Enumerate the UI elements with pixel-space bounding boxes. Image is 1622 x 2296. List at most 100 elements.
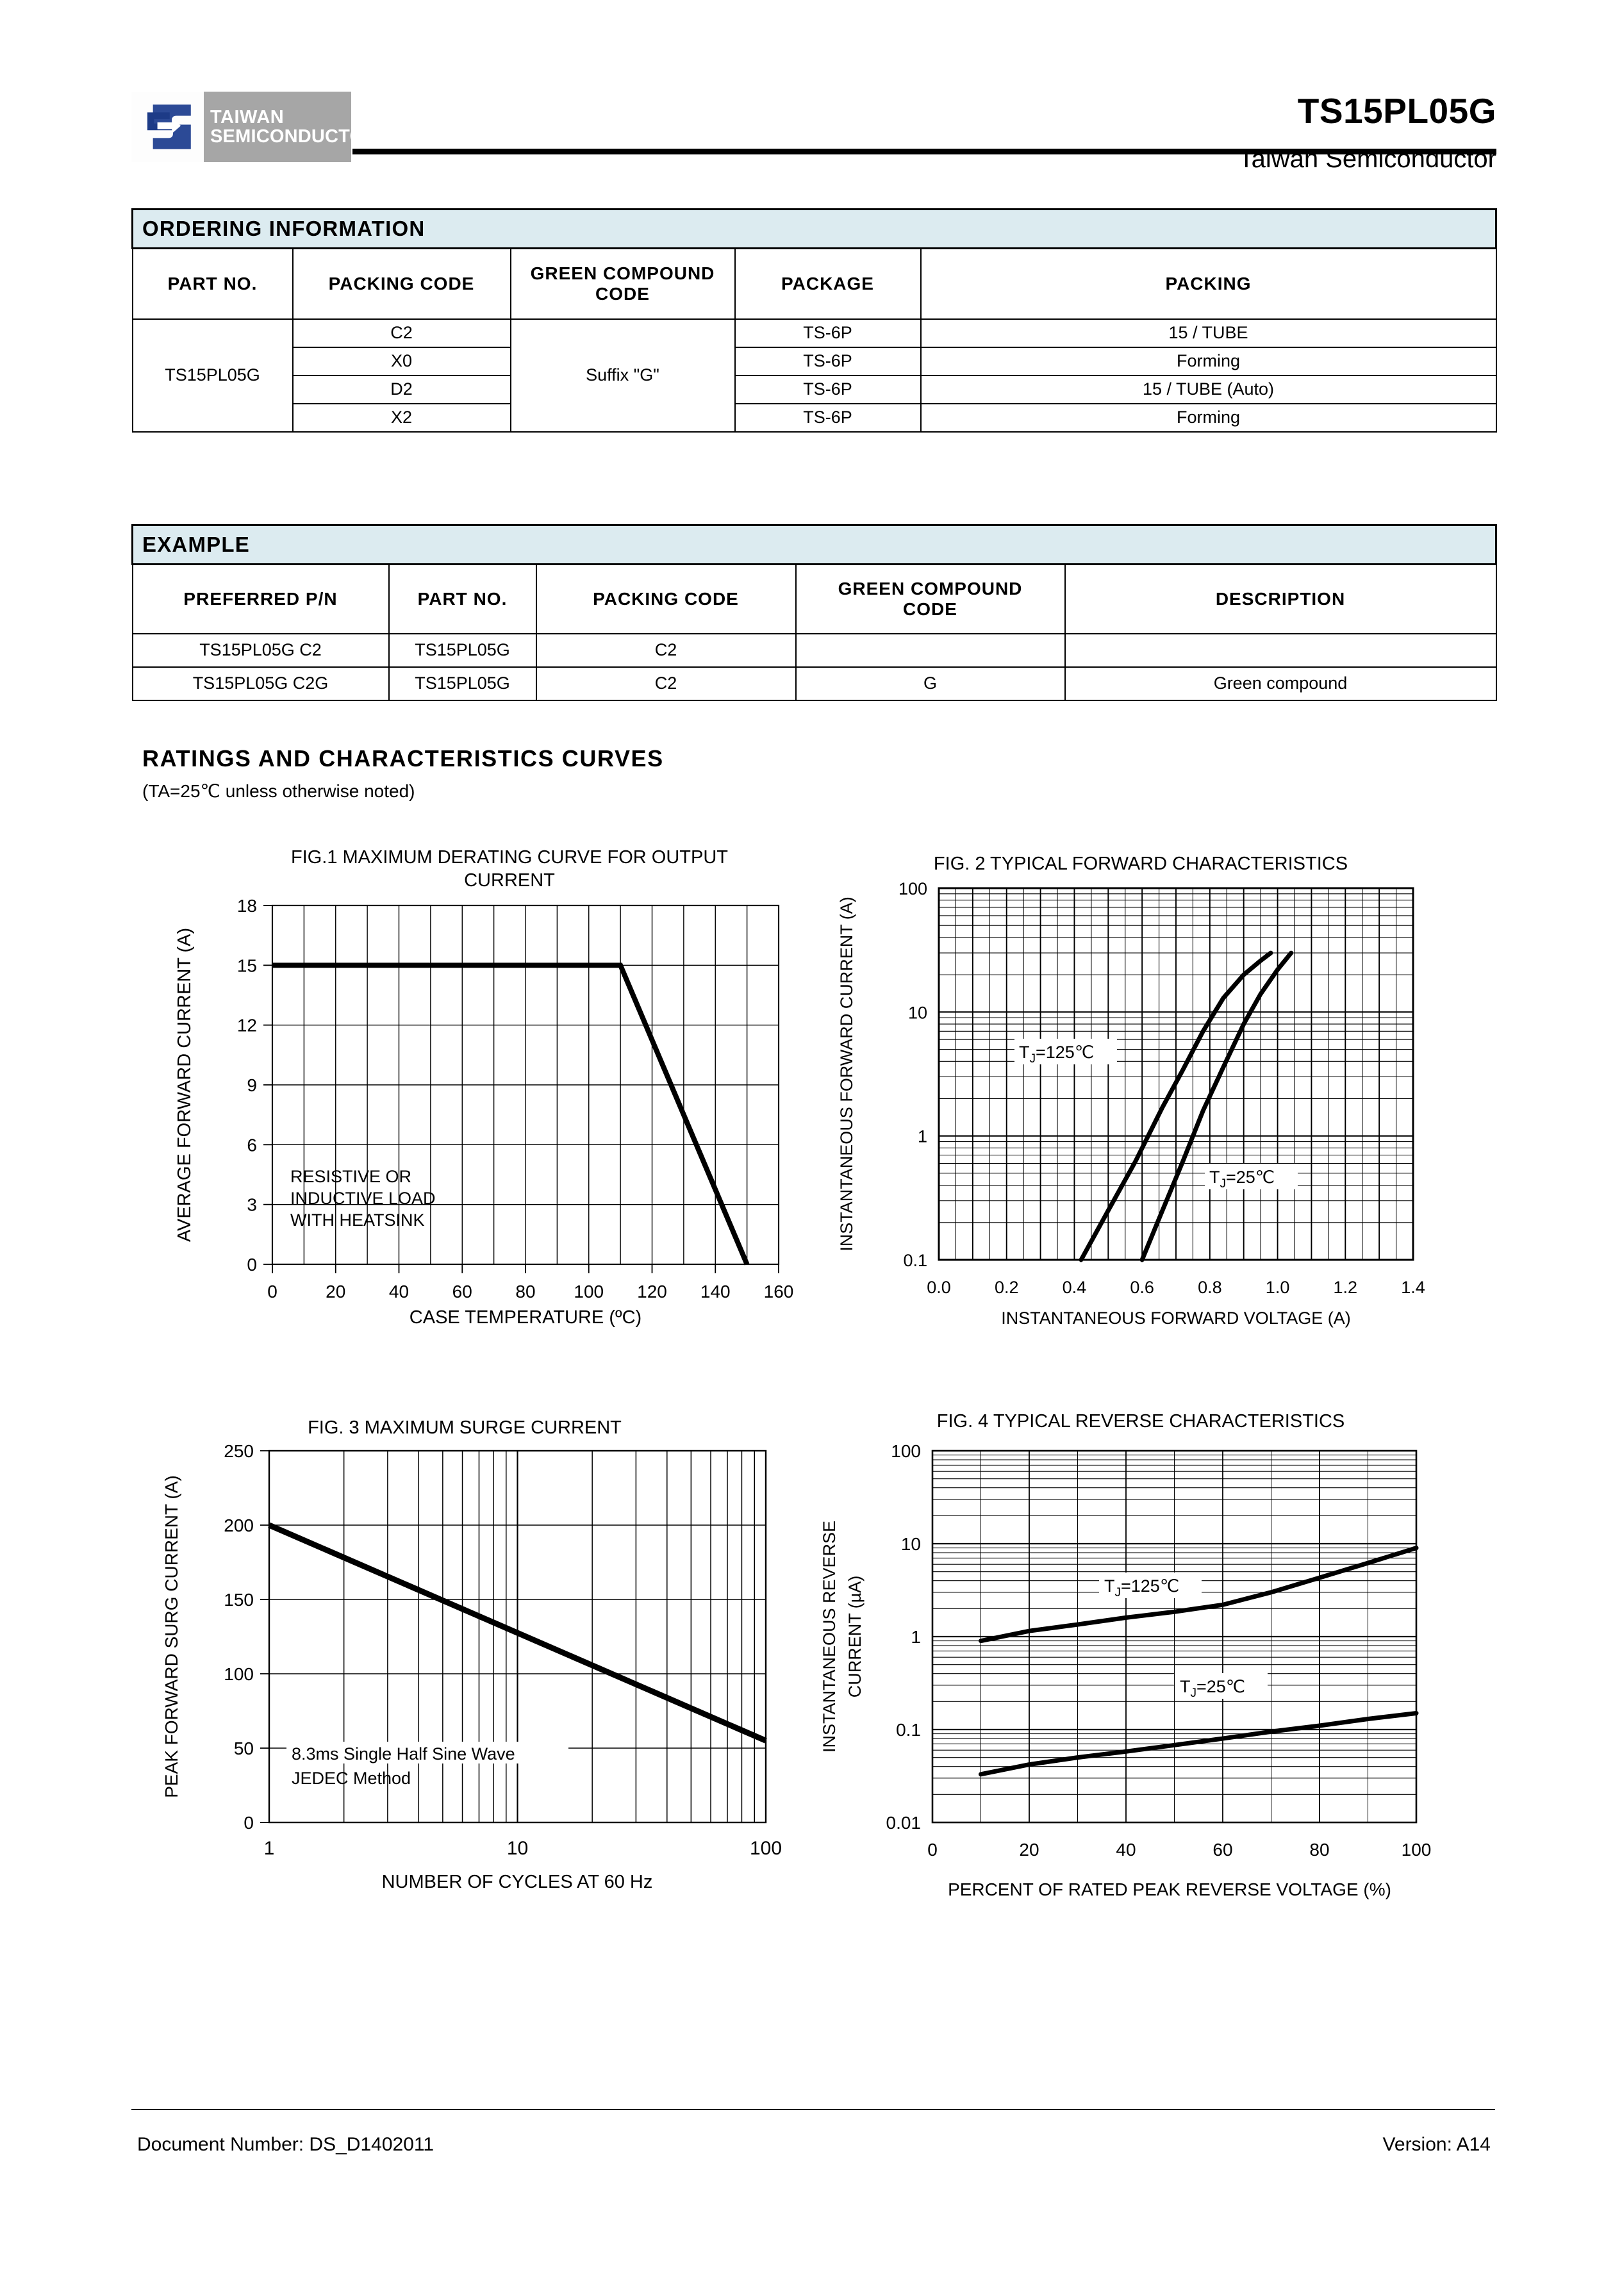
figure-3-title: FIG. 3 MAXIMUM SURGE CURRENT [308,1417,622,1438]
table-band-row: ORDERING INFORMATION [131,208,1498,249]
figure-1-title-line1: FIG.1 MAXIMUM DERATING CURVE FOR OUTPUT [290,847,729,868]
figure-1-annotation-line1: RESISTIVE OR [290,1167,411,1186]
col-packing-code: PACKING CODE [535,563,797,634]
figure-3-plot: 0 50 100 150 200 250 1 10 100 PEAK FORWARD SURG… [161,1441,782,1892]
figure-4: FIG. 4 TYPICAL REVERSE CHARACTERISTICS 0… [804,1410,1496,1922]
cell-part-no: TS15PL05G [388,666,537,701]
col-green-line2: CODE [903,599,957,619]
col-green-line2: CODE [595,283,650,304]
logo-line-2: SEMICONDUCTOR [210,126,378,147]
cell-green-code: G [795,666,1066,701]
col-preferred-pn: PREFERRED P/N [131,563,390,634]
cell-green-code [795,632,1066,668]
svg-text:12: 12 [237,1015,257,1035]
ordering-band-title: ORDERING INFORMATION [131,208,1498,249]
legend-pre: T [1180,1677,1191,1696]
svg-text:1.4: 1.4 [1401,1278,1425,1297]
page-title: TS15PL05G [1297,91,1496,131]
col-green-compound-code: GREEN COMPOUND CODE [509,247,736,320]
figure-4-y-axis-label-line2: CURRENT (µA) [845,1576,865,1698]
svg-text:100: 100 [891,1441,921,1461]
figure-3-y-axis-label: PEAK FORWARD SURG CURRENT (A) [161,1475,181,1798]
svg-text:150: 150 [224,1590,254,1610]
svg-text:0: 0 [247,1255,257,1275]
page-header: TAIWAN SEMICONDUCTOR TS15PL05G Taiwan Se… [131,91,1496,173]
svg-text:1: 1 [918,1127,927,1146]
svg-text:200: 200 [224,1516,254,1535]
cell-part-no: TS15PL05G [131,318,294,433]
table-header-row: PART NO. PACKING CODE GREEN COMPOUND COD… [131,247,1497,320]
footer-rule [131,2109,1495,2110]
legend-pre: T [1019,1043,1030,1062]
table-row: X2 TS-6P Forming [133,402,1497,433]
legend-sub: J [1220,1177,1227,1191]
figure-1-title-line2: CURRENT [464,870,555,891]
legend-pre: T [1209,1168,1220,1187]
cell-package: TS-6P [734,402,922,433]
col-packing-code: PACKING CODE [292,247,511,320]
svg-text:6: 6 [247,1135,257,1155]
legend-pre: T [1104,1576,1115,1596]
svg-text:TJ=125℃: TJ=125℃ [1104,1576,1179,1599]
footer-version: Version: A14 [1382,2134,1491,2155]
svg-text:120: 120 [637,1282,667,1301]
svg-text:3: 3 [247,1194,257,1214]
cell-packing-code: C2 [535,666,797,701]
svg-text:15: 15 [237,955,257,975]
svg-text:100: 100 [750,1838,782,1859]
legend-sub: J [1191,1687,1197,1700]
table-row: X0 TS-6P Forming [133,346,1497,376]
figure-2-legend-125c: TJ=125℃ [1014,1039,1117,1066]
col-description: DESCRIPTION [1064,563,1497,634]
figure-4-x-axis-label: PERCENT OF RATED PEAK REVERSE VOLTAGE (%… [948,1879,1391,1899]
table-header-row: PREFERRED P/N PART NO. PACKING CODE GREE… [131,563,1497,634]
figure-2-x-axis-label: INSTANTANEOUS FORWARD VOLTAGE (A) [1001,1309,1351,1328]
svg-text:160: 160 [764,1282,794,1301]
figure-4-legend-125c: TJ=125℃ [1099,1573,1202,1599]
svg-text:100: 100 [1402,1840,1432,1860]
example-band-title: EXAMPLE [131,524,1498,565]
figure-1-title: FIG.1 MAXIMUM DERATING CURVE FOR OUTPUT … [266,846,753,893]
col-package: PACKAGE [734,247,922,320]
figure-1-x-axis-label: CASE TEMPERATURE (ºC) [410,1307,641,1328]
figure-4-title: FIG. 4 TYPICAL REVERSE CHARACTERISTICS [936,1411,1345,1432]
svg-text:TJ=25℃: TJ=25℃ [1180,1677,1245,1700]
col-green-line1: GREEN COMPOUND [530,263,715,283]
figure-1-y-axis-label: AVERAGE FORWARD CURRENT (A) [174,927,195,1241]
svg-text:0: 0 [927,1840,938,1860]
logo-line-1: TAIWAN [210,106,285,128]
svg-text:40: 40 [1116,1840,1136,1860]
footer-document-number: Document Number: DS_D1402011 [137,2134,434,2155]
svg-text:60: 60 [452,1282,472,1301]
cell-description: Green compound [1064,666,1497,701]
svg-text:140: 140 [700,1282,731,1301]
cell-preferred-pn: TS15PL05G C2G [131,666,390,701]
legend-sub: J [1115,1586,1121,1599]
ordering-information-table: ORDERING INFORMATION PART NO. PACKING CO… [131,208,1498,433]
cell-part-no: TS15PL05G [388,632,537,668]
figure-1-annotation-line3: WITH HEATSINK [290,1210,425,1230]
svg-text:0.01: 0.01 [886,1813,922,1833]
cell-packing: Forming [920,346,1497,376]
cell-packing: 15 / TUBE [920,318,1497,348]
svg-text:20: 20 [326,1282,345,1301]
svg-text:1: 1 [264,1838,275,1859]
svg-text:100: 100 [574,1282,604,1301]
ratings-section-title: RATINGS AND CHARACTERISTICS CURVES [142,745,664,772]
svg-text:0.4: 0.4 [1063,1278,1087,1297]
svg-text:50: 50 [234,1739,254,1758]
figure-3-annotation-line1: 8.3ms Single Half Sine Wave [292,1744,515,1763]
figure-2-legend-25c: TJ=25℃ [1205,1164,1298,1191]
svg-text:TJ=25℃: TJ=25℃ [1209,1168,1275,1191]
figure-2: FIG. 2 TYPICAL FORWARD CHARACTERISTICS 0… [820,852,1487,1359]
svg-text:0.2: 0.2 [995,1278,1019,1297]
svg-text:100: 100 [224,1664,254,1684]
figure-4-y-axis-label-line1: INSTANTANEOUS REVERSE [820,1521,839,1753]
legend-post: =125℃ [1121,1576,1179,1596]
example-table: EXAMPLE PREFERRED P/N PART NO. PACKING C… [131,524,1498,701]
svg-text:9: 9 [247,1075,257,1095]
cell-preferred-pn: TS15PL05G C2 [131,632,390,668]
svg-text:0.6: 0.6 [1130,1278,1154,1297]
figure-1-annotation-line2: INDUCTIVE LOAD [290,1189,436,1208]
svg-text:1.0: 1.0 [1266,1278,1290,1297]
